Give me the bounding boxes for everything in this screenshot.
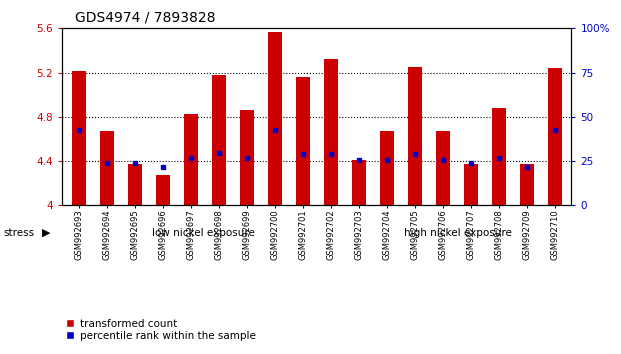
Bar — [268, 32, 282, 205]
Bar — [212, 75, 226, 205]
Bar — [435, 131, 450, 205]
Text: high nickel exposure: high nickel exposure — [404, 228, 512, 238]
Text: stress: stress — [3, 228, 34, 238]
Bar — [379, 131, 394, 205]
Bar — [492, 108, 505, 205]
Bar — [240, 110, 254, 205]
Text: low nickel exposure: low nickel exposure — [152, 228, 255, 238]
Bar — [351, 160, 366, 205]
Bar — [464, 164, 478, 205]
Bar — [184, 114, 198, 205]
Bar — [156, 176, 170, 205]
Bar — [324, 59, 338, 205]
Bar — [128, 164, 142, 205]
Bar — [520, 164, 533, 205]
Bar — [407, 67, 422, 205]
Bar — [100, 131, 114, 205]
Bar — [296, 77, 310, 205]
Text: GDS4974 / 7893828: GDS4974 / 7893828 — [75, 11, 215, 25]
Bar — [72, 72, 86, 205]
Bar — [548, 68, 561, 205]
Legend: transformed count, percentile rank within the sample: transformed count, percentile rank withi… — [61, 315, 260, 345]
Text: ▶: ▶ — [42, 228, 51, 238]
